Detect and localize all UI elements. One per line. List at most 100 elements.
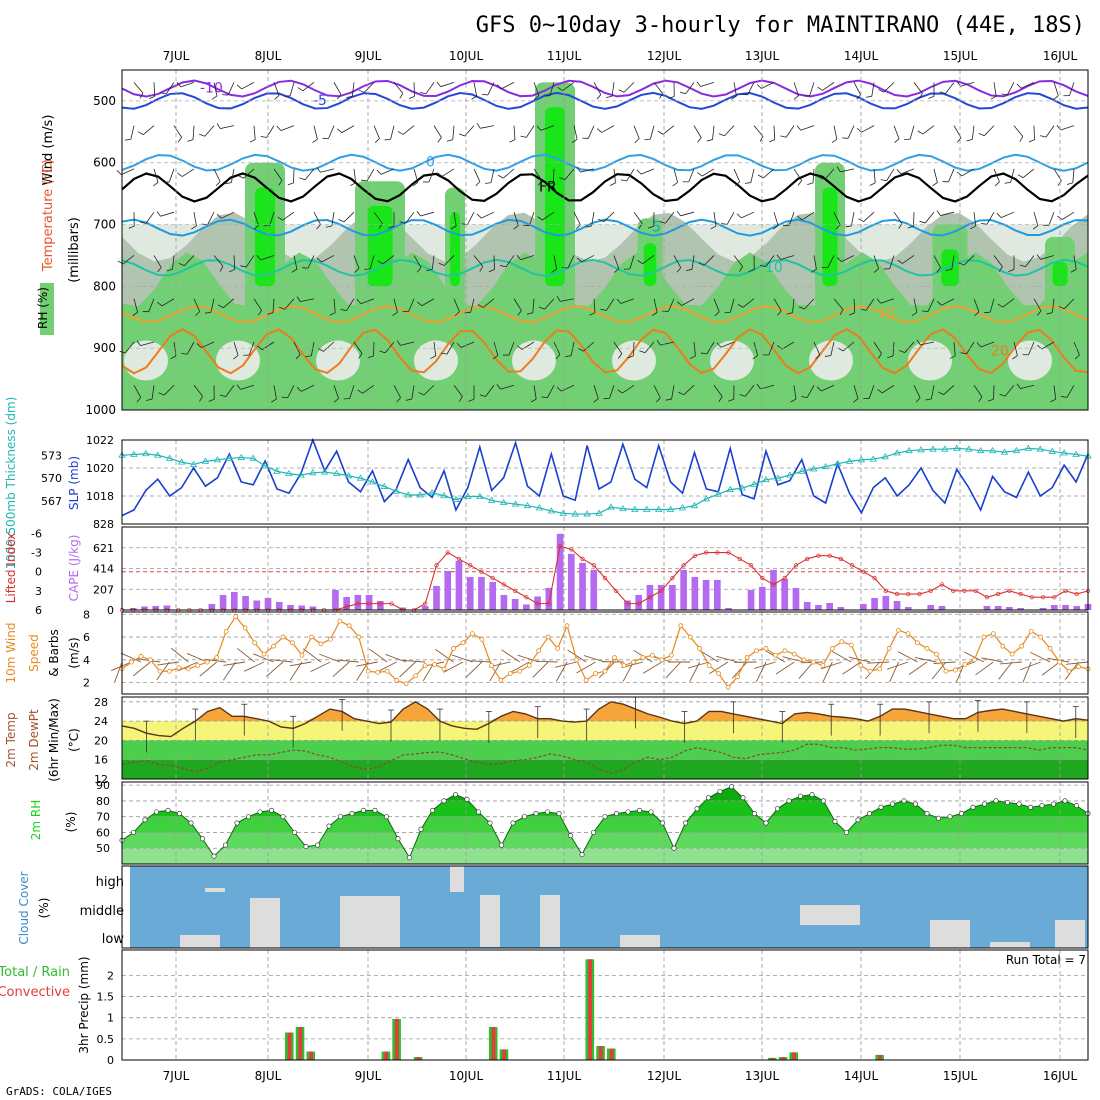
thickness-point (643, 505, 651, 512)
thickness-point (404, 491, 412, 498)
wind-speed-point (773, 652, 778, 658)
thickness-point (368, 478, 377, 485)
thickness-point (547, 507, 556, 514)
wind-speed-point (460, 640, 466, 646)
wind-barb (793, 385, 797, 400)
lifted-index-point (580, 556, 585, 562)
lifted-index-point (1018, 591, 1023, 597)
cape-bar (725, 607, 732, 610)
wind-barb (356, 661, 378, 667)
wind-barb (1022, 168, 1035, 179)
temp-tick: 20 (94, 734, 108, 747)
wind-barb (555, 661, 577, 668)
wind-barb (533, 168, 543, 181)
wind-barb (672, 182, 678, 187)
wind-barb (1007, 82, 1015, 95)
wind-barb (467, 211, 475, 225)
cape-bar (444, 570, 452, 610)
wind-barb (482, 298, 495, 308)
wind-barb (313, 125, 318, 140)
wind-barb (889, 661, 899, 683)
wind-barb (716, 342, 722, 348)
wind-speed-point (716, 671, 722, 676)
wind-barb (741, 211, 755, 219)
thickness-point (440, 491, 448, 499)
wind-barb (1053, 82, 1059, 96)
wind-barb (446, 341, 455, 355)
wind-barb (329, 312, 336, 316)
wind-barb (861, 125, 875, 133)
wind-barb (938, 391, 944, 395)
wind-barb (877, 353, 882, 359)
lifted-index-point (917, 591, 922, 597)
wind-barb (517, 345, 523, 350)
rh-point (924, 811, 930, 817)
wind-barb (634, 138, 640, 143)
lifted-index-point (906, 591, 911, 597)
wind-barb (973, 212, 977, 227)
wind-barb (393, 82, 404, 94)
lifted-index-point (670, 575, 675, 581)
rh-point (970, 804, 976, 810)
wind-barb (465, 661, 483, 678)
thickness-point (726, 485, 734, 493)
wind-barb (617, 389, 623, 394)
wind-barb (278, 180, 283, 186)
rh-tick: 80 (96, 795, 110, 808)
wind-barb (618, 89, 625, 93)
wind-barb (490, 168, 495, 183)
wind-speed-point (564, 623, 570, 629)
wind-barb (930, 385, 935, 400)
lifted-index-point (771, 582, 776, 587)
wind-barb (1048, 212, 1055, 226)
isotherm-5 (121, 218, 1089, 237)
lifted-index-point (535, 601, 540, 606)
wind-barb (458, 396, 463, 402)
cape-bar (478, 576, 485, 610)
wind-barb (609, 385, 615, 399)
wind-barb (840, 168, 855, 173)
wind-barb (163, 384, 175, 396)
wind-barb (980, 341, 995, 348)
wind-barb (204, 311, 211, 314)
ylabel-celsius: (°C) (67, 728, 81, 752)
ylabel-wind: Wind (m/s) (41, 115, 56, 186)
ylabel-temperature: Temperature (°C) (41, 159, 56, 272)
wind-barb (443, 661, 464, 673)
wind-barb (431, 255, 435, 270)
rh-patch (612, 340, 656, 381)
wind-barb (396, 397, 401, 403)
cape-bar (129, 607, 137, 610)
wind-barb (396, 340, 401, 346)
lifted-index-point (366, 601, 372, 606)
wind-barb (191, 225, 197, 230)
wind-barb (225, 385, 235, 397)
rh-point (154, 809, 160, 815)
wind-barb (170, 355, 177, 360)
wind-barb (752, 355, 758, 360)
wind-barb (620, 298, 635, 304)
wind-barb (998, 661, 1013, 680)
wind-barb (642, 661, 663, 674)
wind-barb (797, 215, 803, 221)
wind-barb (691, 255, 695, 270)
wind-speed-point (735, 674, 740, 680)
wind-barb (331, 212, 335, 227)
wind-barb (1070, 268, 1077, 273)
wind-barb (736, 213, 742, 219)
wind-barb (813, 255, 817, 270)
wind-barb (591, 212, 595, 227)
wind-barb (700, 352, 707, 355)
wind-barb (346, 298, 355, 311)
wind-barb (532, 661, 549, 678)
li-tick: 0 (35, 566, 42, 579)
wind-barb (295, 354, 301, 360)
lifted-index-point (951, 588, 956, 593)
wind-barb (718, 133, 725, 137)
wind-barb (733, 82, 737, 97)
wind-barb (450, 225, 457, 230)
cape-bar (1017, 607, 1024, 610)
wind-barb (754, 661, 776, 669)
wind-barb (312, 138, 318, 143)
y-tick-label: 500 (93, 94, 116, 108)
